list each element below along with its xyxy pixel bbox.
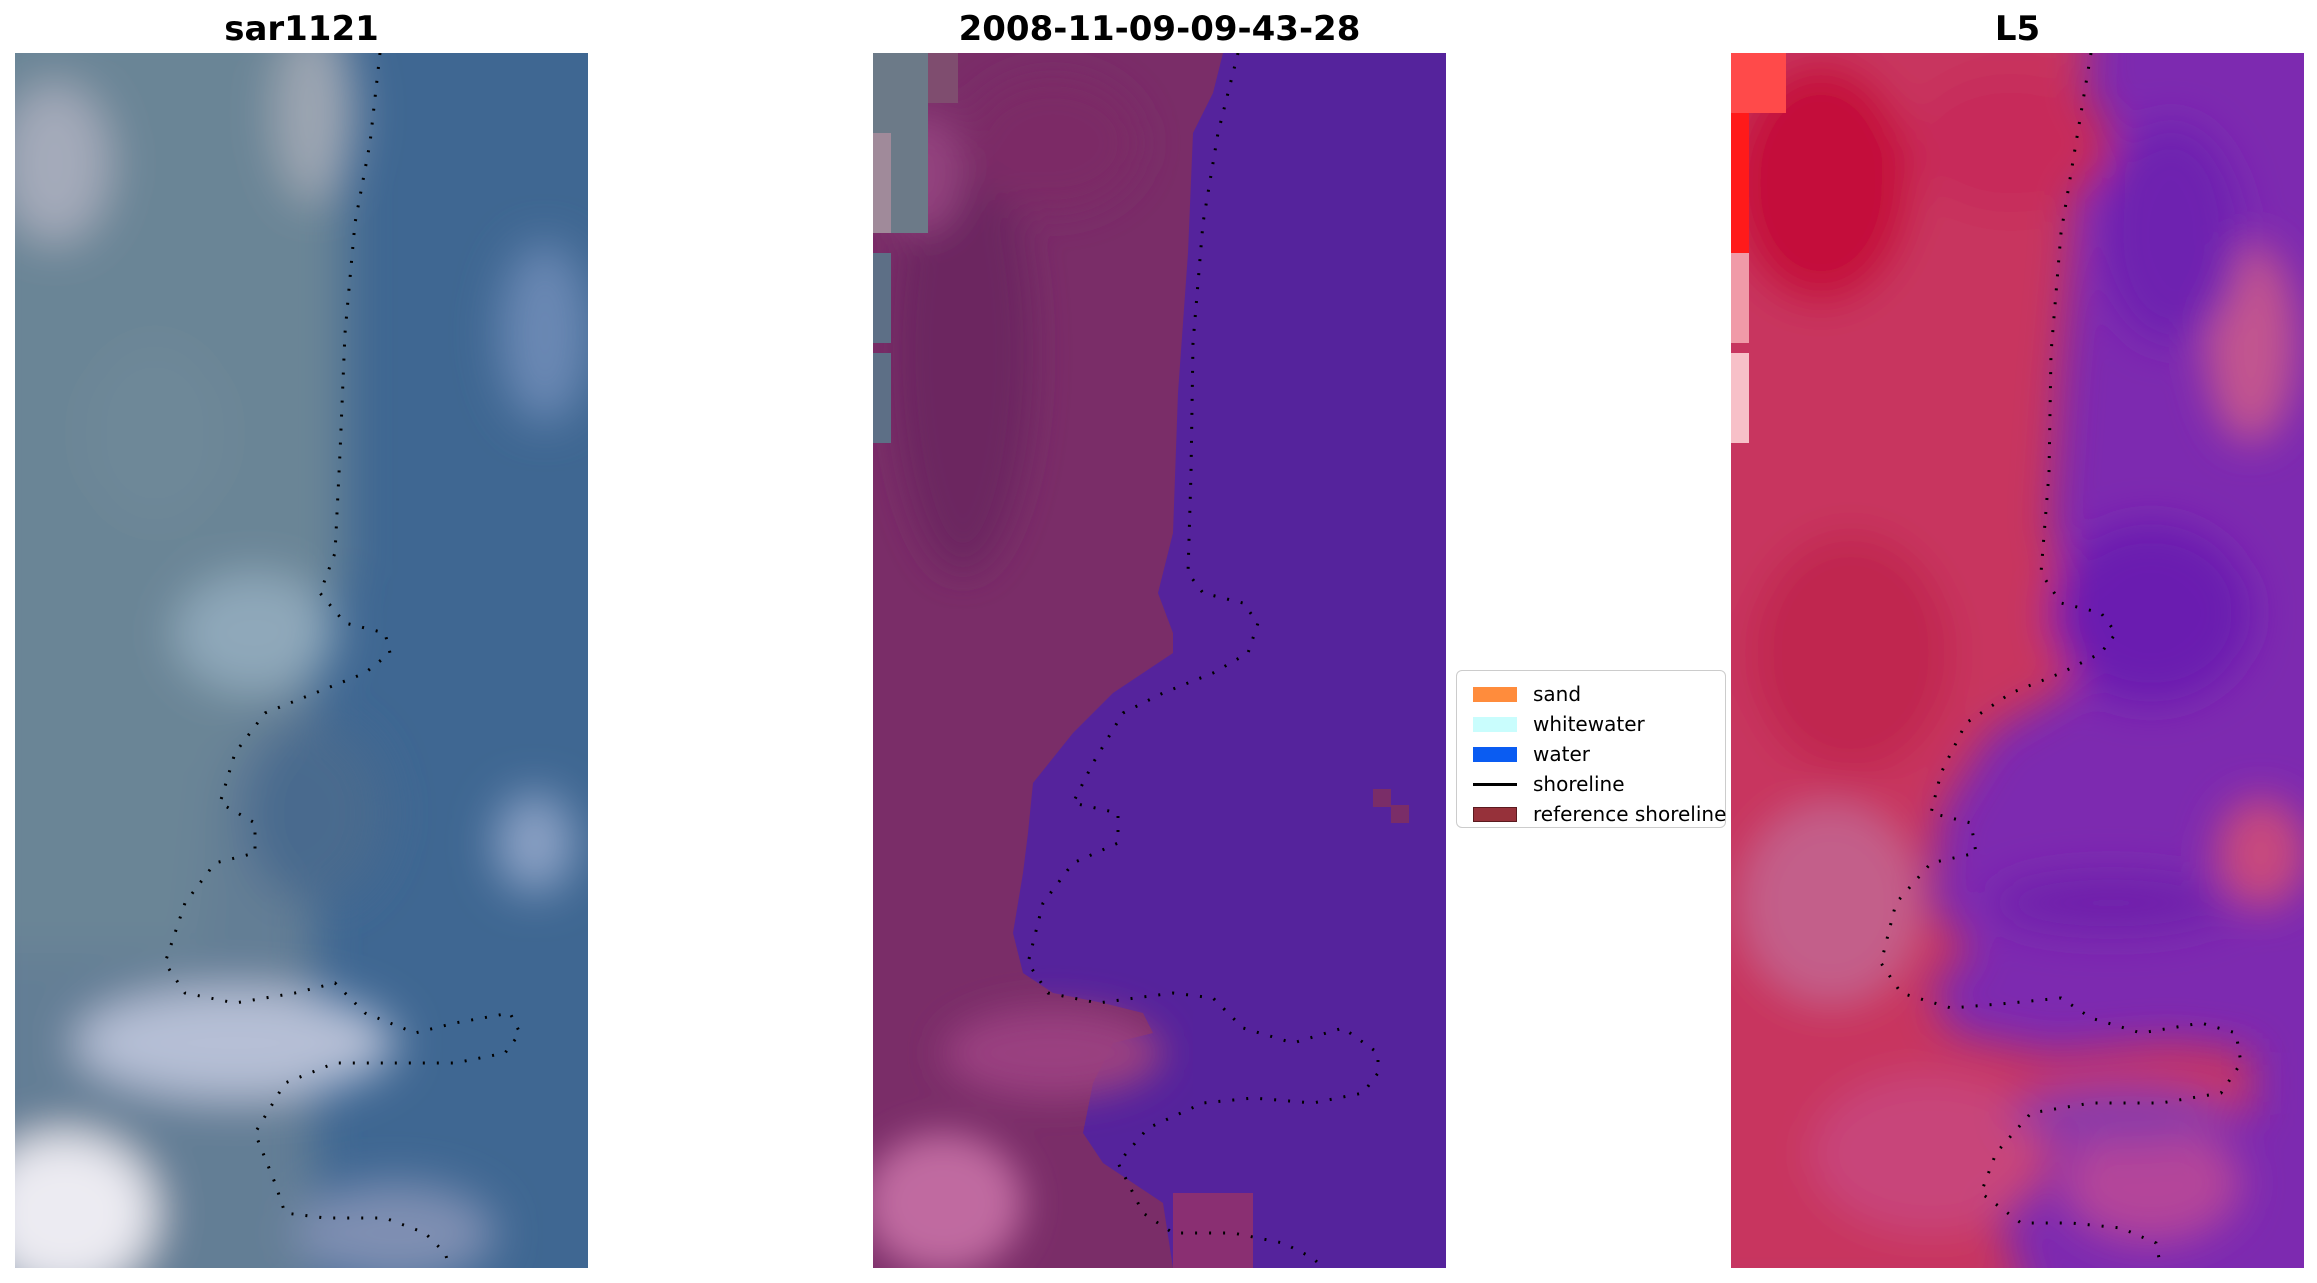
rgb-image-panel [15,53,588,1268]
legend-item-whitewater: whitewater [1467,709,1715,739]
shoreline-dots [163,53,522,1268]
legend-label-shoreline: shoreline [1533,772,1625,796]
legend: sand whitewater water shoreline referenc… [1456,670,1726,828]
legend-label-sand: sand [1533,682,1582,706]
legend-swatch-water [1473,747,1517,762]
index-panel [1731,53,2304,1268]
panel-title-classification: 2008-11-09-09-43-28 [958,9,1361,49]
legend-line-shoreline [1473,783,1517,786]
classification-panel [873,53,1446,1268]
legend-item-shoreline: shoreline [1467,769,1715,799]
legend-swatch-reference-shoreline [1473,807,1517,822]
panel-title-rgb: sar1121 [224,9,379,49]
legend-label-reference-shoreline: reference shoreline [1533,802,1727,826]
legend-item-sand: sand [1467,679,1715,709]
classification-image [873,53,1446,1268]
legend-item-reference-shoreline: reference shoreline [1467,799,1726,829]
index-image [1731,53,2304,1268]
legend-label-water: water [1533,742,1590,766]
panel-title-index: L5 [1994,9,2041,49]
legend-item-water: water [1467,739,1715,769]
legend-label-whitewater: whitewater [1533,712,1645,736]
legend-swatch-whitewater [1473,717,1517,732]
rgb-image [15,53,588,1268]
shoreline-dots [1026,53,1380,1268]
legend-swatch-sand [1473,687,1517,702]
